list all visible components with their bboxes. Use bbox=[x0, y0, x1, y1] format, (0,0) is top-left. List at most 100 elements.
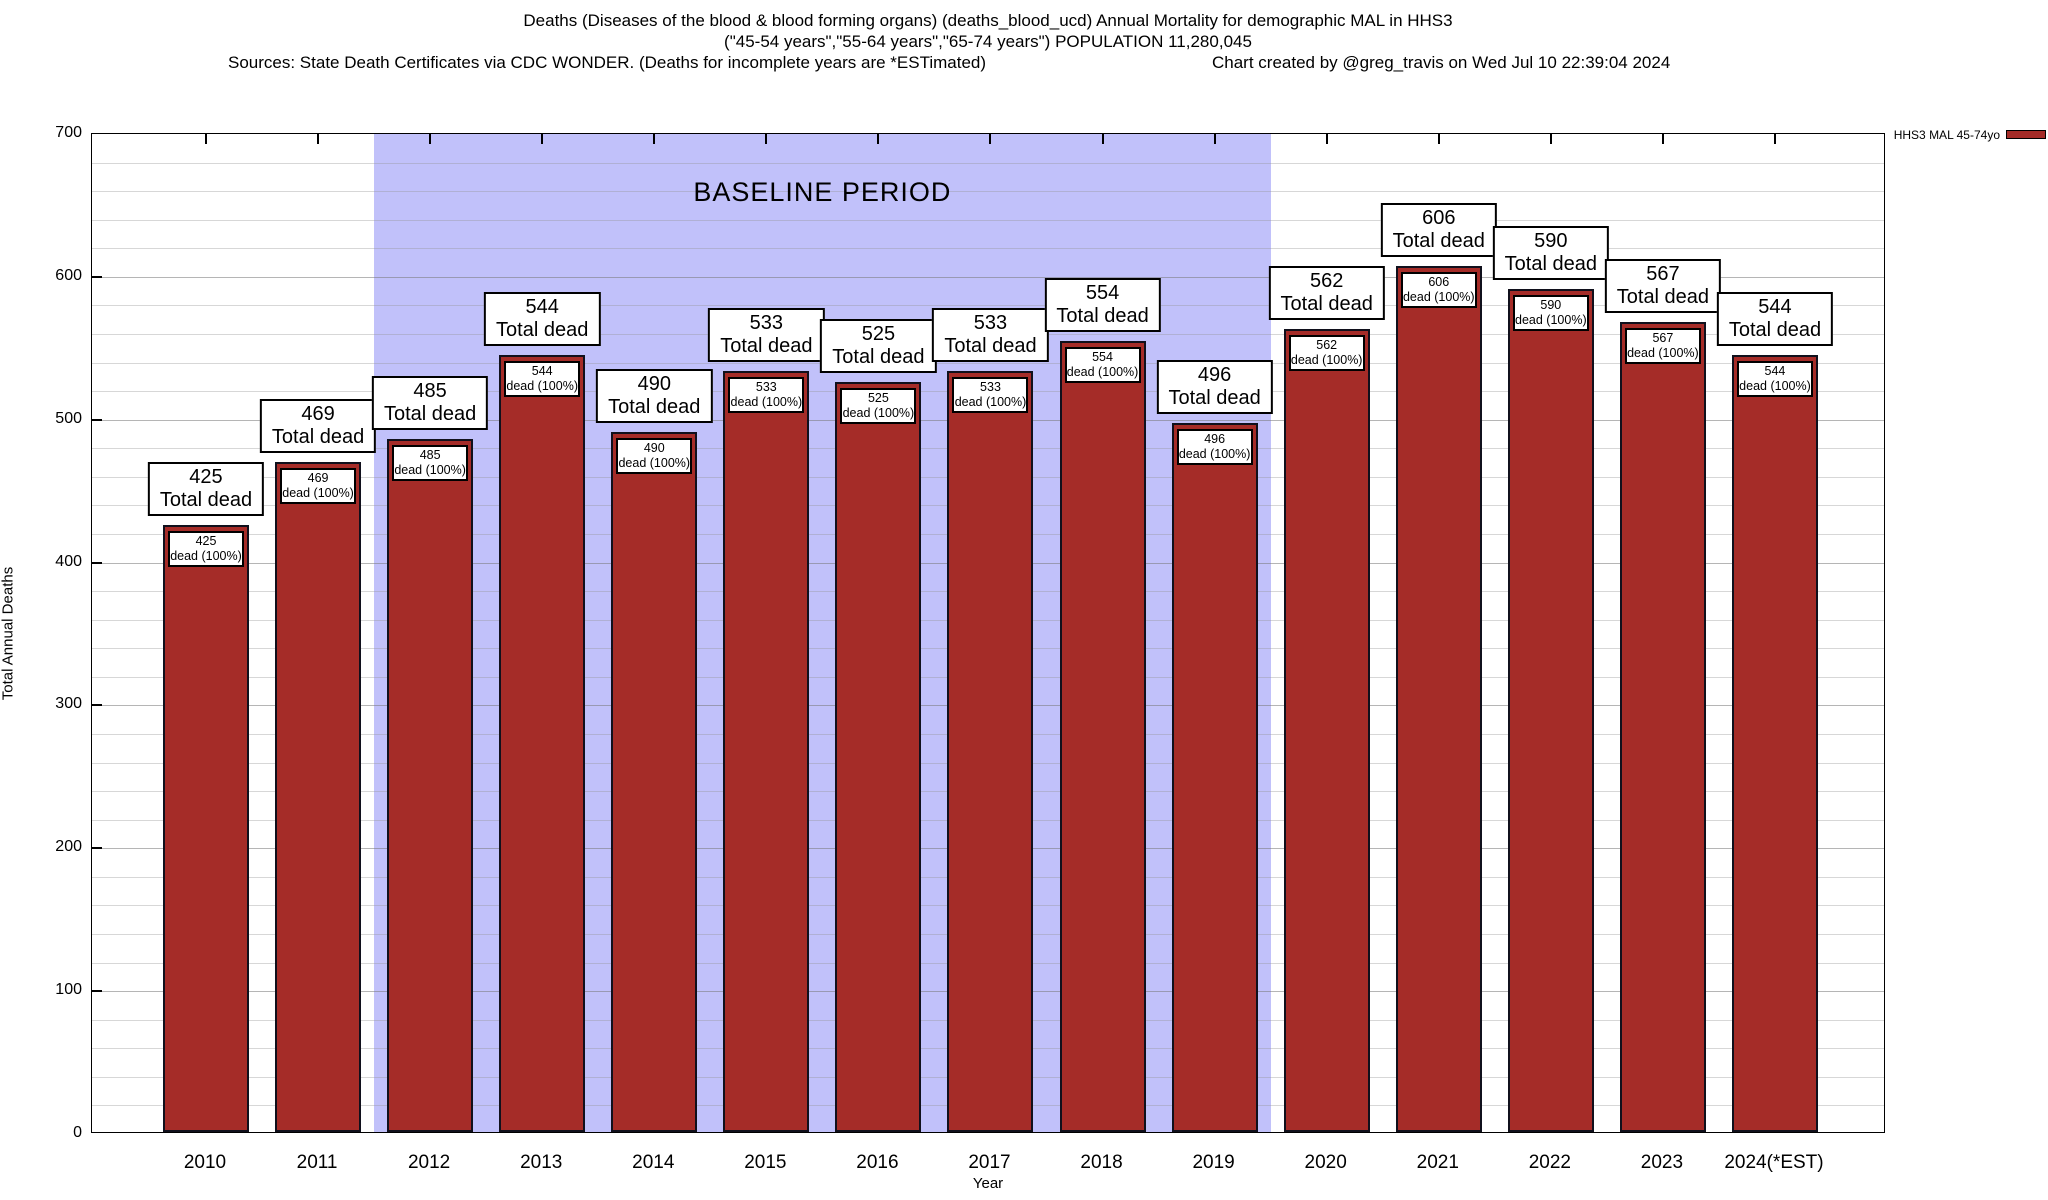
bar-total-label-2023: 567 Total dead bbox=[1604, 259, 1722, 313]
bar-2021: 606 dead (100%) bbox=[1395, 266, 1482, 1132]
chart-title-line1: Deaths (Diseases of the blood & blood fo… bbox=[523, 11, 1453, 30]
bar-inner-label-2017: 533 dead (100%) bbox=[952, 376, 1029, 413]
x-label-2022: 2022 bbox=[1528, 1152, 1571, 1173]
bar-2012: 485 dead (100%) bbox=[387, 439, 474, 1132]
bar-inner-label-2012: 485 dead (100%) bbox=[392, 445, 469, 482]
gridline-540 bbox=[92, 362, 1884, 364]
bar-2010: 425 dead (100%) bbox=[163, 524, 249, 1132]
x-tick-2022 bbox=[1549, 134, 1552, 144]
x-label-2023: 2023 bbox=[1640, 1152, 1684, 1173]
x-tick-2013 bbox=[541, 134, 544, 144]
y-tick-300 bbox=[92, 704, 102, 707]
x-label-2020: 2020 bbox=[1304, 1152, 1347, 1173]
bar-2019: 496 dead (100%) bbox=[1171, 423, 1258, 1132]
chart-title-line2: ("45-54 years","55-64 years","65-74 year… bbox=[724, 32, 1252, 51]
bar-2018: 554 dead (100%) bbox=[1059, 340, 1146, 1132]
plot-area: BASELINE PERIOD 425 dead (100%) 425 Total d… bbox=[91, 133, 1885, 1133]
y-label-600: 600 bbox=[55, 266, 82, 284]
gridline-680 bbox=[92, 162, 1884, 164]
bar-inner-label-2013: 544 dead (100%) bbox=[504, 360, 581, 397]
x-tick-2020 bbox=[1325, 134, 1328, 144]
bar-2014: 490 dead (100%) bbox=[611, 432, 698, 1132]
gridline-660 bbox=[92, 191, 1884, 193]
x-label-2016: 2016 bbox=[856, 1152, 899, 1173]
x-tick-2021 bbox=[1437, 134, 1440, 144]
bar-inner-label-2022: 590 dead (100%) bbox=[1512, 295, 1589, 332]
y-label-300: 300 bbox=[55, 695, 82, 713]
x-tick-2024(*EST) bbox=[1773, 134, 1776, 144]
x-tick-2017 bbox=[989, 134, 992, 144]
bar-inner-label-2023: 567 dead (100%) bbox=[1624, 328, 1701, 364]
y-tick-400 bbox=[92, 561, 102, 564]
bar-2011: 469 dead (100%) bbox=[275, 462, 362, 1132]
x-label-2012: 2012 bbox=[407, 1152, 451, 1173]
bar-2016: 525 dead (100%) bbox=[835, 382, 922, 1132]
bar-total-label-2010: 425 Total dead bbox=[147, 461, 265, 516]
bar-total-label-2021: 606 Total dead bbox=[1380, 203, 1497, 258]
bar-inner-label-2010: 425 dead (100%) bbox=[168, 530, 244, 567]
bar-inner-label-2015: 533 dead (100%) bbox=[728, 376, 805, 413]
x-label-2015: 2015 bbox=[744, 1152, 787, 1173]
bar-2023: 567 dead (100%) bbox=[1619, 322, 1706, 1132]
legend-series-label: HHS3 MAL 45-74yo bbox=[1893, 128, 2000, 142]
x-label-2010: 2010 bbox=[183, 1152, 227, 1173]
y-label-100: 100 bbox=[55, 981, 82, 999]
y-label-700: 700 bbox=[55, 124, 82, 141]
bar-total-label-2011: 469 Total dead bbox=[259, 399, 377, 453]
x-label-2018: 2018 bbox=[1080, 1152, 1123, 1173]
baseline-period-label: BASELINE PERIOD bbox=[693, 177, 952, 207]
x-tick-2010 bbox=[205, 134, 207, 144]
x-label-2013: 2013 bbox=[520, 1152, 563, 1173]
x-tick-2012 bbox=[429, 134, 432, 144]
bar-2024(*EST): 544 dead (100%) bbox=[1731, 354, 1818, 1132]
bar-total-label-2017: 533 Total dead bbox=[932, 307, 1049, 362]
x-tick-2014 bbox=[653, 134, 656, 144]
bar-2015: 533 dead (100%) bbox=[723, 370, 810, 1132]
bar-total-label-2019: 496 Total dead bbox=[1156, 360, 1273, 415]
x-tick-2018 bbox=[1101, 134, 1104, 144]
y-tick-500 bbox=[92, 418, 102, 421]
bar-inner-label-2014: 490 dead (100%) bbox=[616, 438, 693, 474]
bar-inner-label-2021: 606 dead (100%) bbox=[1400, 272, 1477, 309]
bar-total-label-2012: 485 Total dead bbox=[371, 376, 489, 431]
legend-color-swatch-icon bbox=[2006, 130, 2046, 139]
gridline-620 bbox=[92, 248, 1884, 250]
x-axis-title: Year bbox=[972, 1175, 1004, 1192]
bar-total-label-2018: 554 Total dead bbox=[1044, 277, 1161, 332]
bar-inner-label-2011: 469 dead (100%) bbox=[280, 468, 357, 504]
y-tick-600 bbox=[92, 275, 102, 278]
gridline-600 bbox=[92, 276, 1884, 278]
y-tick-100 bbox=[92, 990, 102, 993]
x-label-2014: 2014 bbox=[632, 1152, 675, 1173]
bar-inner-label-2019: 496 dead (100%) bbox=[1176, 429, 1253, 466]
x-tick-2023 bbox=[1661, 134, 1664, 144]
x-tick-2016 bbox=[877, 134, 880, 144]
x-label-2011: 2011 bbox=[296, 1152, 338, 1173]
bar-total-label-2024(*EST): 544 Total dead bbox=[1716, 291, 1834, 346]
x-label-2017: 2017 bbox=[968, 1152, 1011, 1173]
bar-total-label-2016: 525 Total dead bbox=[820, 319, 937, 373]
x-tick-2011 bbox=[317, 134, 320, 144]
gridline-580 bbox=[92, 305, 1884, 307]
y-label-0: 0 bbox=[73, 1124, 82, 1141]
bar-total-label-2022: 590 Total dead bbox=[1492, 226, 1609, 281]
bar-2017: 533 dead (100%) bbox=[947, 370, 1034, 1132]
bar-total-label-2014: 490 Total dead bbox=[596, 369, 713, 423]
chart-sources-note: Sources: State Death Certificates via CD… bbox=[228, 53, 987, 72]
y-tick-200 bbox=[92, 847, 102, 850]
bar-total-label-2015: 533 Total dead bbox=[708, 307, 825, 362]
x-tick-2015 bbox=[765, 134, 768, 144]
chart-credit-note: Chart created by @greg_travis on Wed Jul… bbox=[1212, 53, 1671, 72]
bar-2020: 562 dead (100%) bbox=[1283, 329, 1370, 1132]
bar-inner-label-2020: 562 dead (100%) bbox=[1288, 335, 1365, 372]
y-label-400: 400 bbox=[55, 552, 82, 570]
x-label-2021: 2021 bbox=[1416, 1152, 1459, 1173]
y-label-200: 200 bbox=[55, 838, 82, 856]
bar-inner-label-2018: 554 dead (100%) bbox=[1064, 346, 1141, 383]
gridline-640 bbox=[92, 219, 1884, 221]
x-label-2024(*EST): 2024(*EST) bbox=[1724, 1152, 1824, 1173]
bar-inner-label-2024(*EST): 544 dead (100%) bbox=[1736, 360, 1813, 397]
bar-total-label-2020: 562 Total dead bbox=[1268, 266, 1385, 321]
x-label-2019: 2019 bbox=[1192, 1152, 1235, 1173]
